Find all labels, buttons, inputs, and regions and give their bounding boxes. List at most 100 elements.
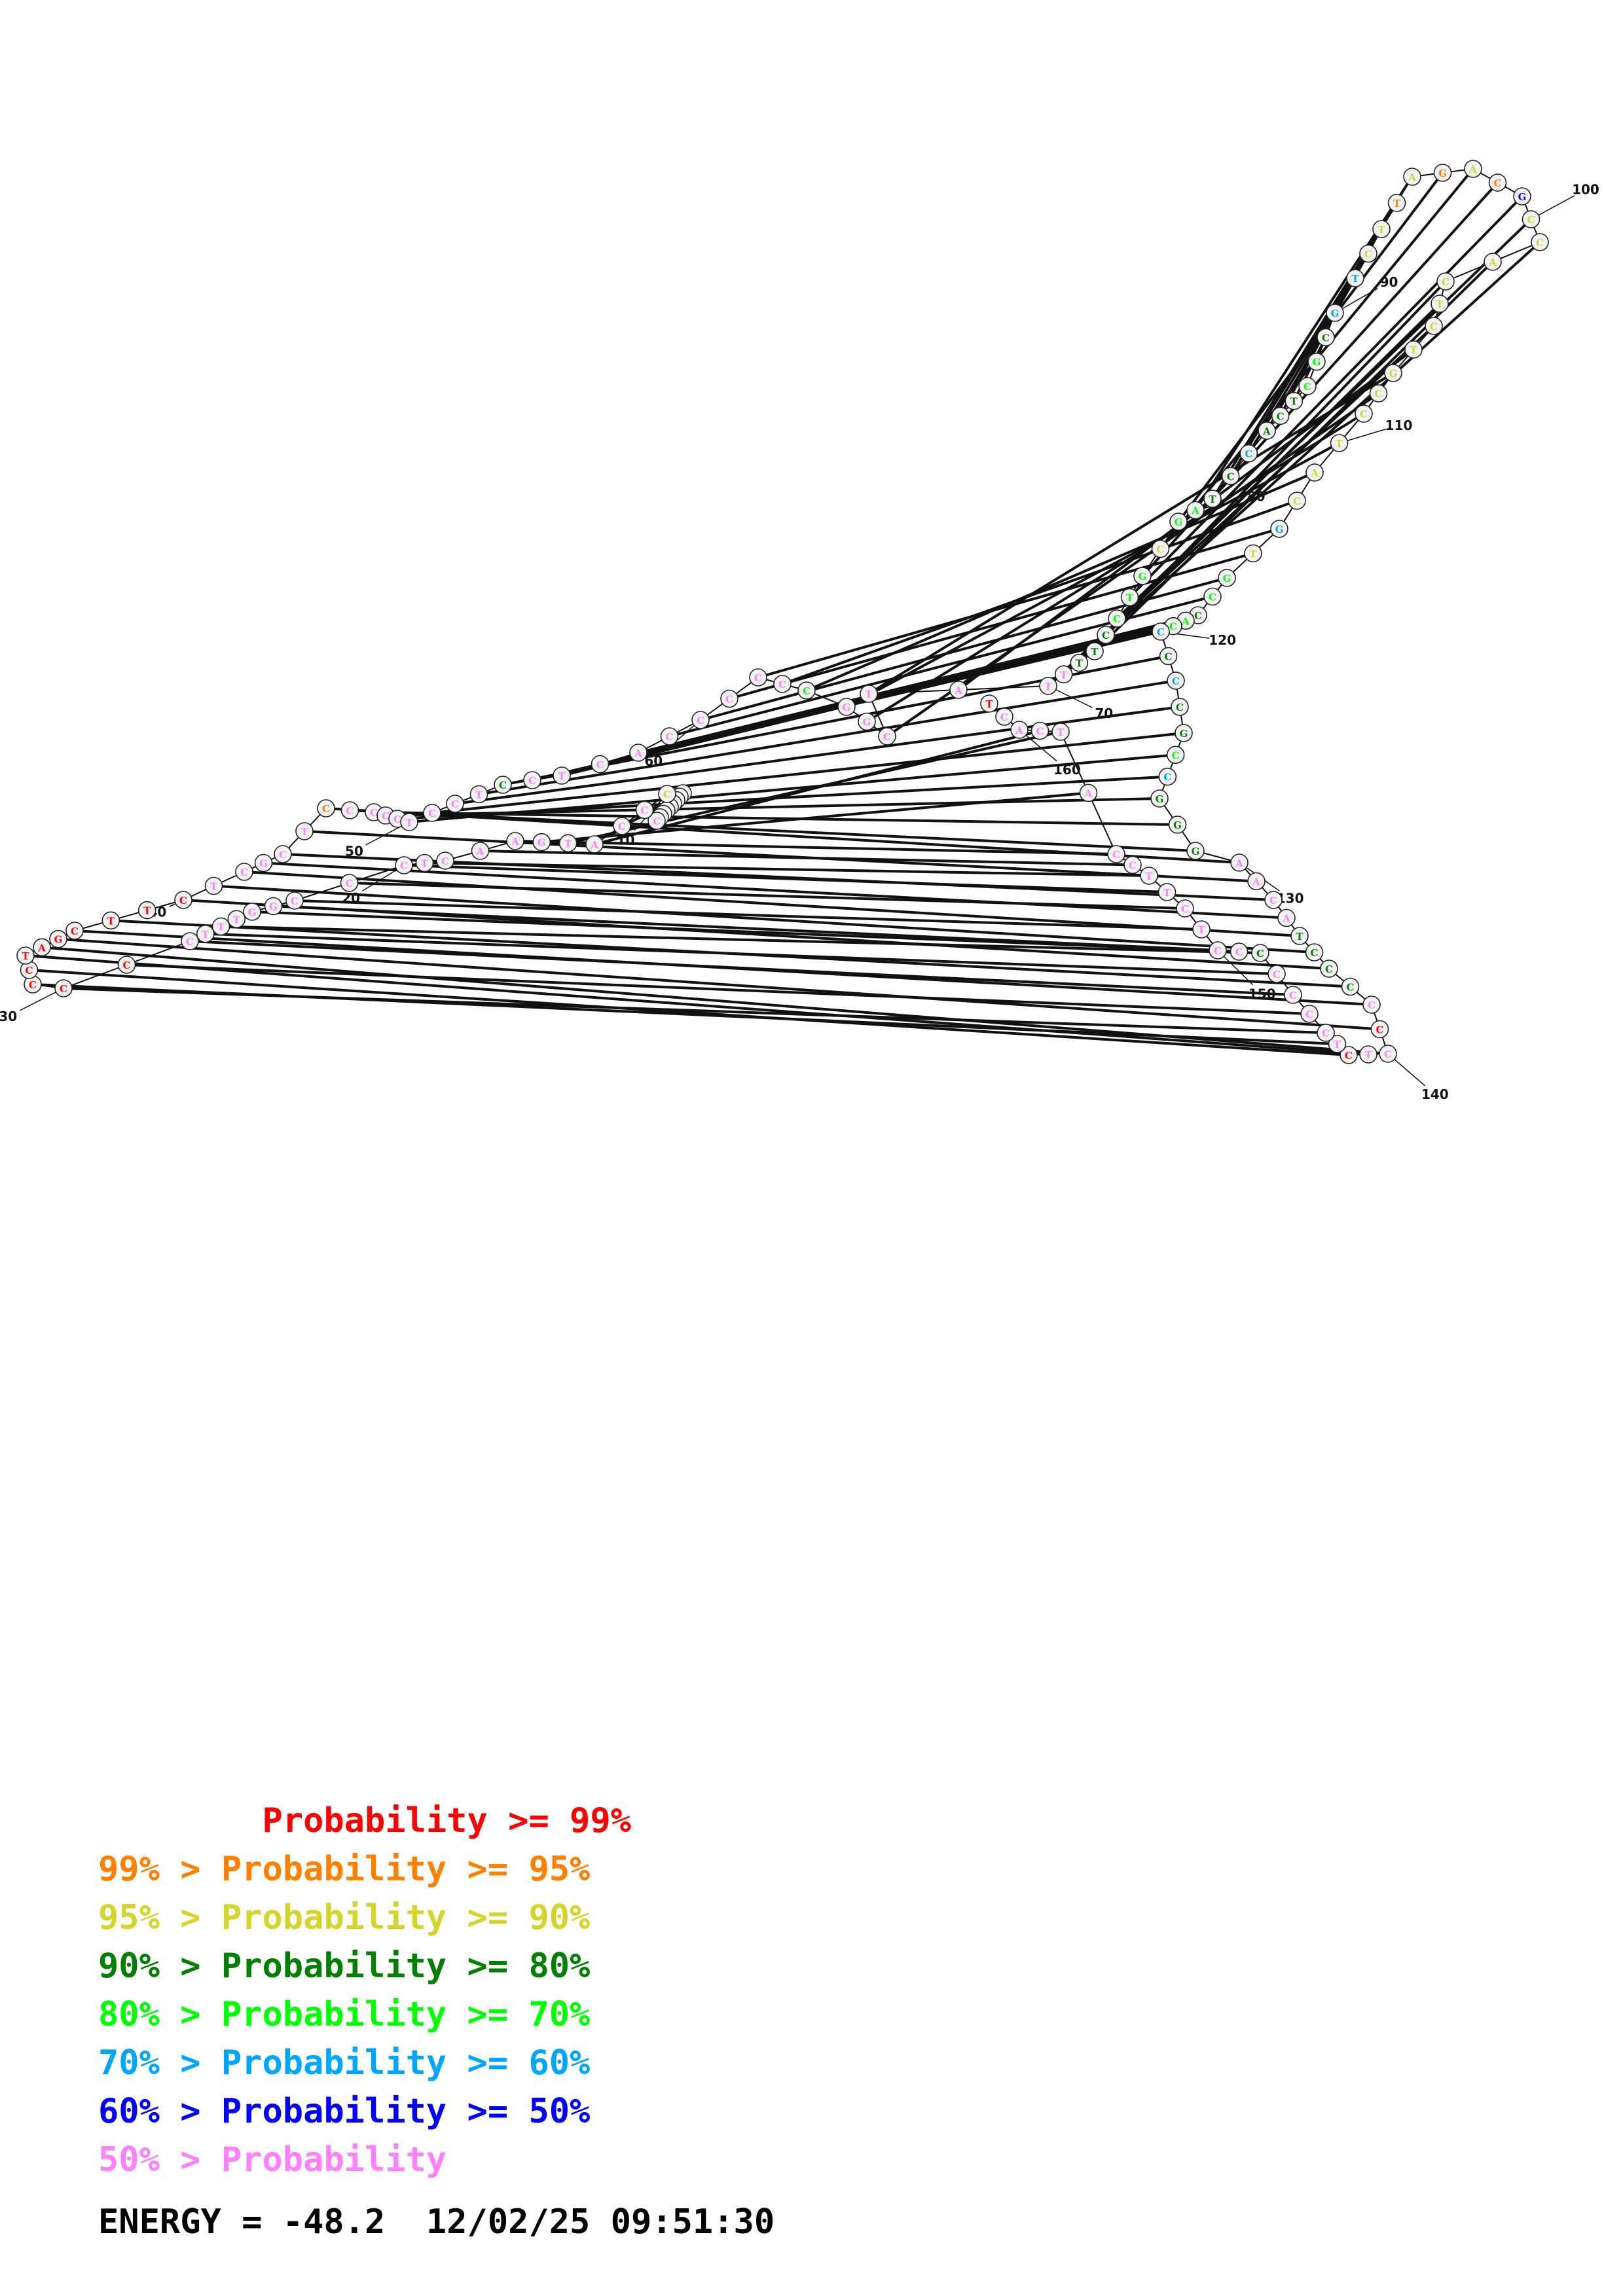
- nucleotide-43: C: [274, 845, 292, 863]
- nucleotide-letter-103: C: [1442, 276, 1450, 288]
- nucleotide-letter-155: C: [1129, 860, 1137, 872]
- nucleotide-letter-9: C: [653, 816, 661, 827]
- nucleotide-circle-147: [1267, 965, 1286, 983]
- legend-row-bin6: 60% > Probability >= 50%: [98, 2092, 591, 2131]
- nucleotide-circle-86: [1285, 391, 1304, 410]
- nucleotide-letter-122: C: [1172, 675, 1180, 687]
- nucleotide-letter-19: T: [421, 858, 429, 870]
- nucleotide-letter-101: C: [1536, 237, 1544, 249]
- nucleotide-circle-51: [423, 804, 441, 822]
- nucleotide-circle-141: [1359, 1045, 1377, 1064]
- nucleotide-letter-90: G: [1331, 308, 1340, 319]
- nucleotide-44: T: [295, 822, 314, 840]
- nucleotide-letter-51: C: [428, 808, 436, 819]
- nucleotide-98: C: [1488, 173, 1507, 192]
- nucleotide-letter-157: A: [1084, 788, 1093, 800]
- nucleotide-letter-134: T: [1296, 931, 1304, 942]
- nucleotide-57: C: [591, 755, 610, 774]
- nucleotide-107: G: [1384, 364, 1402, 382]
- nucleotide-circle-153: [1158, 883, 1176, 901]
- nucleotide-circle-12: [613, 817, 631, 835]
- position-label-10: 10: [617, 833, 635, 848]
- base-pair-63-112: [782, 499, 1298, 685]
- nucleotide-letter-105: C: [1430, 321, 1438, 332]
- nucleotide-letter-70: T: [1044, 681, 1052, 692]
- nucleotide-94: T: [1387, 194, 1406, 212]
- nucleotide-circle-39: [174, 891, 192, 909]
- nucleotide-circle-96: [1433, 164, 1452, 182]
- nucleotide-162: T: [980, 694, 998, 713]
- nucleotide-letter-93: T: [1377, 224, 1385, 236]
- nucleotide-120: C: [1152, 622, 1170, 641]
- nucleotide-circle-115: [1218, 569, 1236, 587]
- nucleotide-letter-53: T: [475, 789, 483, 801]
- nucleotide-circle-34: [33, 938, 51, 957]
- nucleotide-circle-28: [181, 932, 199, 950]
- backbone-segment-157: [1060, 731, 1089, 793]
- nucleotide-25: T: [227, 910, 246, 929]
- nucleotide-letter-31: C: [29, 979, 37, 991]
- nucleotide-28: C: [181, 932, 199, 950]
- nucleotide-62: C: [749, 668, 767, 687]
- nucleotide-letter-110: T: [1336, 438, 1343, 450]
- nucleotide-letter-37: T: [107, 915, 115, 927]
- nucleotide-115: G: [1218, 569, 1236, 587]
- nucleotide-79: G: [1169, 512, 1188, 531]
- nucleotide-letter-18: C: [441, 855, 449, 867]
- nucleotide-circle-110: [1330, 434, 1349, 452]
- nucleotide-circle-61: [720, 689, 739, 708]
- nucleotide-circle-159: [1030, 721, 1049, 740]
- base-pair-82-93: [1229, 228, 1383, 477]
- nucleotide-letter-69: A: [954, 685, 962, 696]
- nucleotide-114: T: [1244, 544, 1262, 563]
- nucleotide-letter-94: T: [1393, 198, 1401, 209]
- backbone-lines: [25, 168, 1541, 1056]
- nucleotide-101: C: [1531, 233, 1549, 251]
- nucleotide-circle-154: [1140, 867, 1158, 885]
- nucleotide-letter-140: C: [1384, 1049, 1392, 1060]
- nucleotide-circle-23: [264, 897, 283, 916]
- nucleotide-letter-95: A: [1408, 171, 1416, 183]
- nucleotide-155: C: [1123, 855, 1142, 874]
- nucleotide-138: C: [1362, 996, 1381, 1014]
- position-label-120: 120: [1209, 632, 1236, 648]
- nucleotide-78: C: [1151, 539, 1170, 558]
- nucleotide-59: C: [660, 727, 679, 745]
- nucleotide-circle-13: [585, 835, 604, 853]
- nucleotide-circle-104: [1431, 295, 1449, 313]
- nucleotide-134: T: [1290, 927, 1309, 945]
- nucleotide-letter-127: G: [1156, 793, 1164, 805]
- nucleotide-letter-154: T: [1145, 870, 1153, 882]
- nucleotide-letter-68: T: [865, 689, 873, 700]
- nucleotide-circle-64: [797, 681, 816, 700]
- nucleotide-circle-116: [1203, 587, 1222, 606]
- nucleotide-circle-101: [1531, 233, 1549, 251]
- nucleotide-circle-84: [1258, 422, 1276, 440]
- nucleotide-circle-113: [1270, 520, 1288, 538]
- nucleotide-32: C: [20, 961, 39, 979]
- base-pair-64-111: [806, 471, 1315, 692]
- nucleotide-110: T: [1330, 434, 1349, 452]
- nucleotide-140: C: [1379, 1045, 1397, 1063]
- nucleotide-circle-35: [49, 929, 67, 948]
- nucleotide-103: C: [1436, 272, 1455, 291]
- nucleotide-letter-102: A: [1488, 257, 1497, 268]
- nucleotide-60: C: [691, 711, 710, 729]
- nucleotide-126: C: [1158, 767, 1177, 786]
- nucleotide-circle-59: [660, 727, 679, 745]
- nucleotide-circle-63: [773, 675, 792, 693]
- nucleotide-circle-54: [494, 776, 512, 794]
- nucleotide-letter-73: T: [1091, 646, 1099, 658]
- nucleotide-52: C: [446, 795, 464, 813]
- nucleotide-83: C: [1239, 444, 1258, 463]
- nucleotide-circle-140: [1379, 1045, 1397, 1063]
- nucleotide-letter-149: C: [1235, 946, 1243, 958]
- nucleotide-circle-75: [1108, 609, 1126, 628]
- nucleotide-circle-122: [1167, 672, 1185, 690]
- nucleotide-letter-108: C: [1375, 388, 1383, 400]
- base-pair-34-140: [41, 946, 1389, 1055]
- nucleotide-148: C: [1251, 944, 1269, 962]
- nucleotide-letter-132: C: [1269, 895, 1277, 906]
- nucleotide-letter-151: T: [1197, 924, 1205, 936]
- nucleotide-circle-150: [1209, 941, 1227, 960]
